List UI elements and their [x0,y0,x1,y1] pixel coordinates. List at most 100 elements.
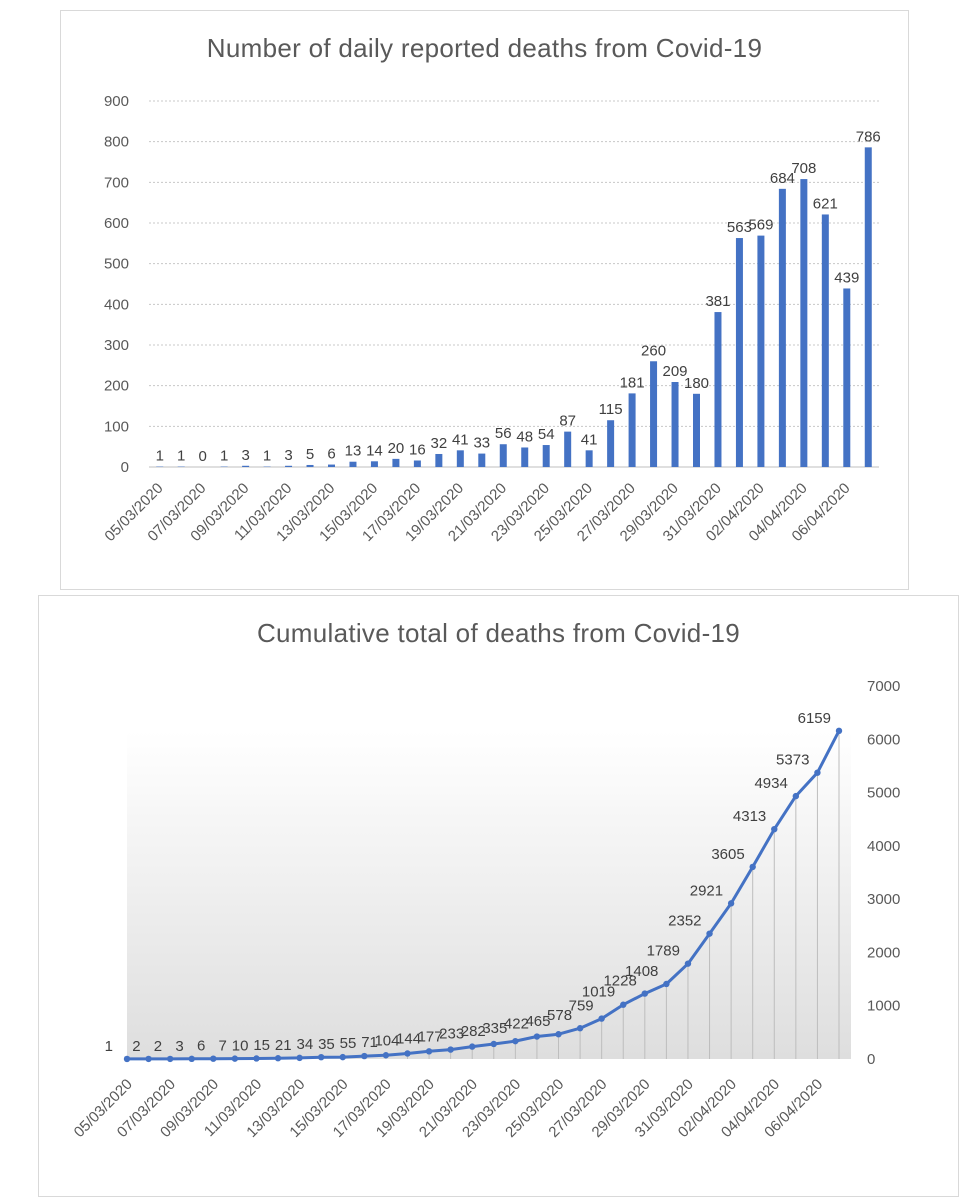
data-label: 1228 [603,973,636,990]
y-tick-label: 600 [104,215,129,232]
bar [735,238,743,467]
bar [392,458,400,467]
y-tick-label: 7000 [867,678,900,695]
bar [285,465,293,467]
data-label: 1 [177,448,185,465]
data-label: 41 [452,431,469,448]
bar [435,453,443,467]
bar [242,465,250,467]
data-label: 54 [538,426,555,443]
data-label: 41 [581,431,598,448]
bar [843,288,851,467]
data-point [469,1043,476,1050]
y-tick-label: 0 [121,459,129,476]
data-point [339,1053,346,1061]
data-label: 14 [366,442,383,459]
data-label: 16 [409,441,426,458]
data-point [512,1037,519,1045]
bar [478,453,486,467]
data-label: 48 [516,428,533,445]
data-label: 282 [461,1023,486,1040]
bar [413,460,421,467]
data-point [533,1033,541,1040]
y-tick-label: 700 [104,174,129,191]
data-point [296,1054,303,1062]
data-point [771,825,778,833]
bar [521,447,529,467]
data-label: 7 [219,1038,227,1055]
data-point [188,1055,195,1063]
y-tick-label: 3000 [867,891,900,908]
bar [607,420,615,467]
y-tick-label: 100 [104,418,129,435]
data-label: 2 [154,1038,162,1055]
bar [864,147,872,468]
bar [585,450,593,467]
data-point [555,1031,562,1038]
data-label: 180 [684,375,709,392]
data-point [727,900,735,907]
data-label: 2921 [690,882,723,899]
bar [542,445,550,467]
data-label: 233 [439,1026,464,1043]
data-label: 1 [263,448,271,465]
bar [499,444,507,467]
data-label: 786 [856,128,881,145]
data-point [274,1055,282,1062]
bar [349,461,357,467]
data-label: 3 [284,447,292,464]
data-label: 32 [431,435,448,452]
bar [650,361,658,467]
data-point [749,863,756,871]
data-label: 115 [599,401,623,418]
bar [693,393,700,467]
data-label: 1 [156,448,164,465]
y-tick-label: 6000 [867,731,900,748]
data-point [425,1048,433,1055]
data-label: 177 [418,1029,443,1046]
series-line [127,730,841,1061]
data-point [641,990,649,997]
cumulative-deaths-chart-title: Cumulative total of deaths from Covid-19 [256,618,741,648]
data-label: 6 [327,446,335,463]
data-label: 381 [705,293,730,310]
data-label: 1408 [625,963,658,980]
data-label: 5 [306,446,314,463]
data-label: 563 [727,219,752,236]
bar [370,461,378,467]
data-label: 439 [834,269,859,286]
data-point [447,1046,454,1053]
data-label: 260 [641,342,666,359]
data-label: 6 [197,1038,205,1055]
data-label: 56 [495,425,512,442]
data-point [835,727,843,735]
data-label: 4934 [754,775,787,792]
data-label: 5373 [776,752,809,769]
bar [800,179,808,467]
data-point [620,1001,627,1008]
data-label: 569 [748,217,773,234]
data-label: 181 [620,374,645,391]
data-point [792,792,800,800]
data-label: 1 [220,448,228,465]
data-label: 34 [296,1036,313,1053]
data-label: 55 [340,1035,357,1052]
y-tick-label: 200 [104,378,129,395]
data-label: 2352 [668,913,701,930]
bar [671,382,679,467]
bar [564,431,572,467]
bar [821,214,829,467]
cumulative-deaths-chart-panel: Cumulative total of deaths from Covid-19… [38,595,959,1197]
data-label: 4313 [733,808,766,825]
data-label: 0 [199,448,207,465]
bar [757,235,765,467]
data-label: 3605 [711,846,744,863]
data-label: 2 [132,1038,140,1055]
data-point [145,1055,152,1063]
bar [456,450,464,467]
data-label: 144 [396,1030,421,1047]
bar [714,312,722,467]
data-label: 33 [473,435,490,452]
data-point [684,960,692,967]
data-label: 3 [175,1038,183,1055]
